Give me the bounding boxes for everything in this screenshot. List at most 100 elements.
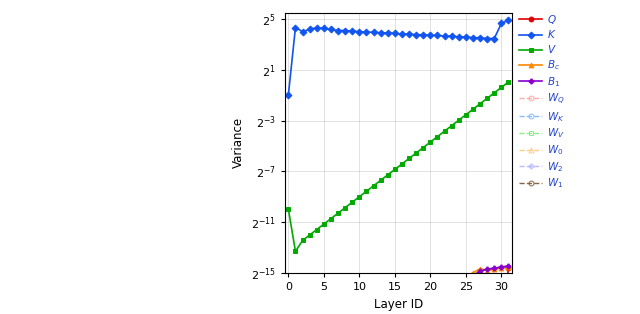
$K$ xyxy=(476,36,484,40)
$B_c$ xyxy=(497,266,505,270)
$K$ xyxy=(327,28,335,31)
$B_1$ xyxy=(455,283,463,286)
$V$ xyxy=(313,228,321,231)
$V$ xyxy=(355,195,363,199)
$B_1$ xyxy=(426,300,434,304)
$V$ xyxy=(448,124,456,127)
Legend: $Q$, $K$, $V$, $B_c$, $B_1$, $W_Q$, $W_K$, $W_V$, $W_0$, $W_2$, $W_1$: $Q$, $K$, $V$, $B_c$, $B_1$, $W_Q$, $W_K… xyxy=(520,13,564,190)
$B_1$ xyxy=(490,266,498,270)
$B_c$ xyxy=(483,269,491,273)
$V$ xyxy=(504,80,512,84)
$K$ xyxy=(448,34,456,38)
$V$ xyxy=(455,118,463,122)
$K$ xyxy=(490,37,498,41)
$V$ xyxy=(483,96,491,100)
$V$ xyxy=(462,113,470,116)
$B_1$ xyxy=(497,265,505,269)
$K$ xyxy=(434,34,442,37)
$V$ xyxy=(341,206,349,209)
$K$ xyxy=(398,32,406,36)
$V$ xyxy=(405,157,413,160)
$K$ xyxy=(348,29,356,33)
$K$ xyxy=(504,18,512,22)
$K$ xyxy=(405,32,413,36)
$V$ xyxy=(497,85,505,89)
$B_c$ xyxy=(412,303,420,307)
$B_c$ xyxy=(426,295,434,299)
Line: $V$: $V$ xyxy=(286,79,511,254)
$K$ xyxy=(426,34,434,37)
$B_c$ xyxy=(434,291,442,295)
$B_c$ xyxy=(441,287,449,291)
$K$ xyxy=(391,31,399,35)
$B_c$ xyxy=(504,265,512,269)
$B_1$ xyxy=(448,287,456,291)
$V$ xyxy=(334,211,342,215)
$B_1$ xyxy=(469,273,477,277)
$B_c$ xyxy=(476,267,484,271)
$V$ xyxy=(441,129,449,133)
$K$ xyxy=(462,35,470,39)
$V$ xyxy=(292,250,300,253)
$K$ xyxy=(455,35,463,39)
$K$ xyxy=(320,27,328,30)
$V$ xyxy=(370,184,378,188)
$K$ xyxy=(285,93,292,97)
$V$ xyxy=(384,173,392,177)
$K$ xyxy=(363,30,371,34)
$B_c$ xyxy=(419,299,427,303)
$K$ xyxy=(412,33,420,37)
$V$ xyxy=(412,151,420,155)
$V$ xyxy=(320,222,328,226)
$B_1$ xyxy=(434,296,442,300)
$B_c$ xyxy=(455,279,463,283)
$V$ xyxy=(419,146,427,149)
$V$ xyxy=(476,102,484,106)
$V$ xyxy=(426,140,434,144)
$K$ xyxy=(469,36,477,40)
$K$ xyxy=(306,28,314,31)
$V$ xyxy=(391,168,399,171)
$B_1$ xyxy=(441,291,449,295)
$B_c$ xyxy=(469,271,477,275)
$K$ xyxy=(483,37,491,41)
$B_1$ xyxy=(476,269,484,273)
$V$ xyxy=(377,178,385,182)
$K$ xyxy=(292,26,300,30)
$K$ xyxy=(441,34,449,38)
$K$ xyxy=(313,26,321,30)
$K$ xyxy=(497,22,505,25)
X-axis label: Layer ID: Layer ID xyxy=(374,298,423,311)
Line: $B_c$: $B_c$ xyxy=(286,265,511,314)
$B_c$ xyxy=(448,283,456,287)
$B_1$ xyxy=(412,309,420,313)
$V$ xyxy=(285,207,292,211)
$Q$ xyxy=(504,266,512,270)
$B_1$ xyxy=(419,305,427,309)
$K$ xyxy=(384,31,392,35)
Y-axis label: Variance: Variance xyxy=(232,117,245,168)
$B_c$ xyxy=(405,307,413,311)
Line: $Q$: $Q$ xyxy=(286,266,511,314)
$V$ xyxy=(434,135,442,138)
$K$ xyxy=(419,33,427,37)
$K$ xyxy=(355,30,363,34)
$K$ xyxy=(334,29,342,32)
$B_c$ xyxy=(462,275,470,279)
$B_c$ xyxy=(398,311,406,314)
$V$ xyxy=(469,107,477,111)
Line: $B_1$: $B_1$ xyxy=(286,264,511,314)
$K$ xyxy=(377,31,385,35)
$K$ xyxy=(370,30,378,34)
$V$ xyxy=(299,239,307,242)
$K$ xyxy=(341,29,349,32)
Line: $K$: $K$ xyxy=(286,18,511,98)
$B_1$ xyxy=(483,267,491,271)
$V$ xyxy=(363,189,371,193)
$V$ xyxy=(327,217,335,220)
$B_1$ xyxy=(462,278,470,282)
$B_c$ xyxy=(490,267,498,271)
$V$ xyxy=(398,162,406,166)
$K$ xyxy=(299,30,307,34)
$V$ xyxy=(490,91,498,95)
